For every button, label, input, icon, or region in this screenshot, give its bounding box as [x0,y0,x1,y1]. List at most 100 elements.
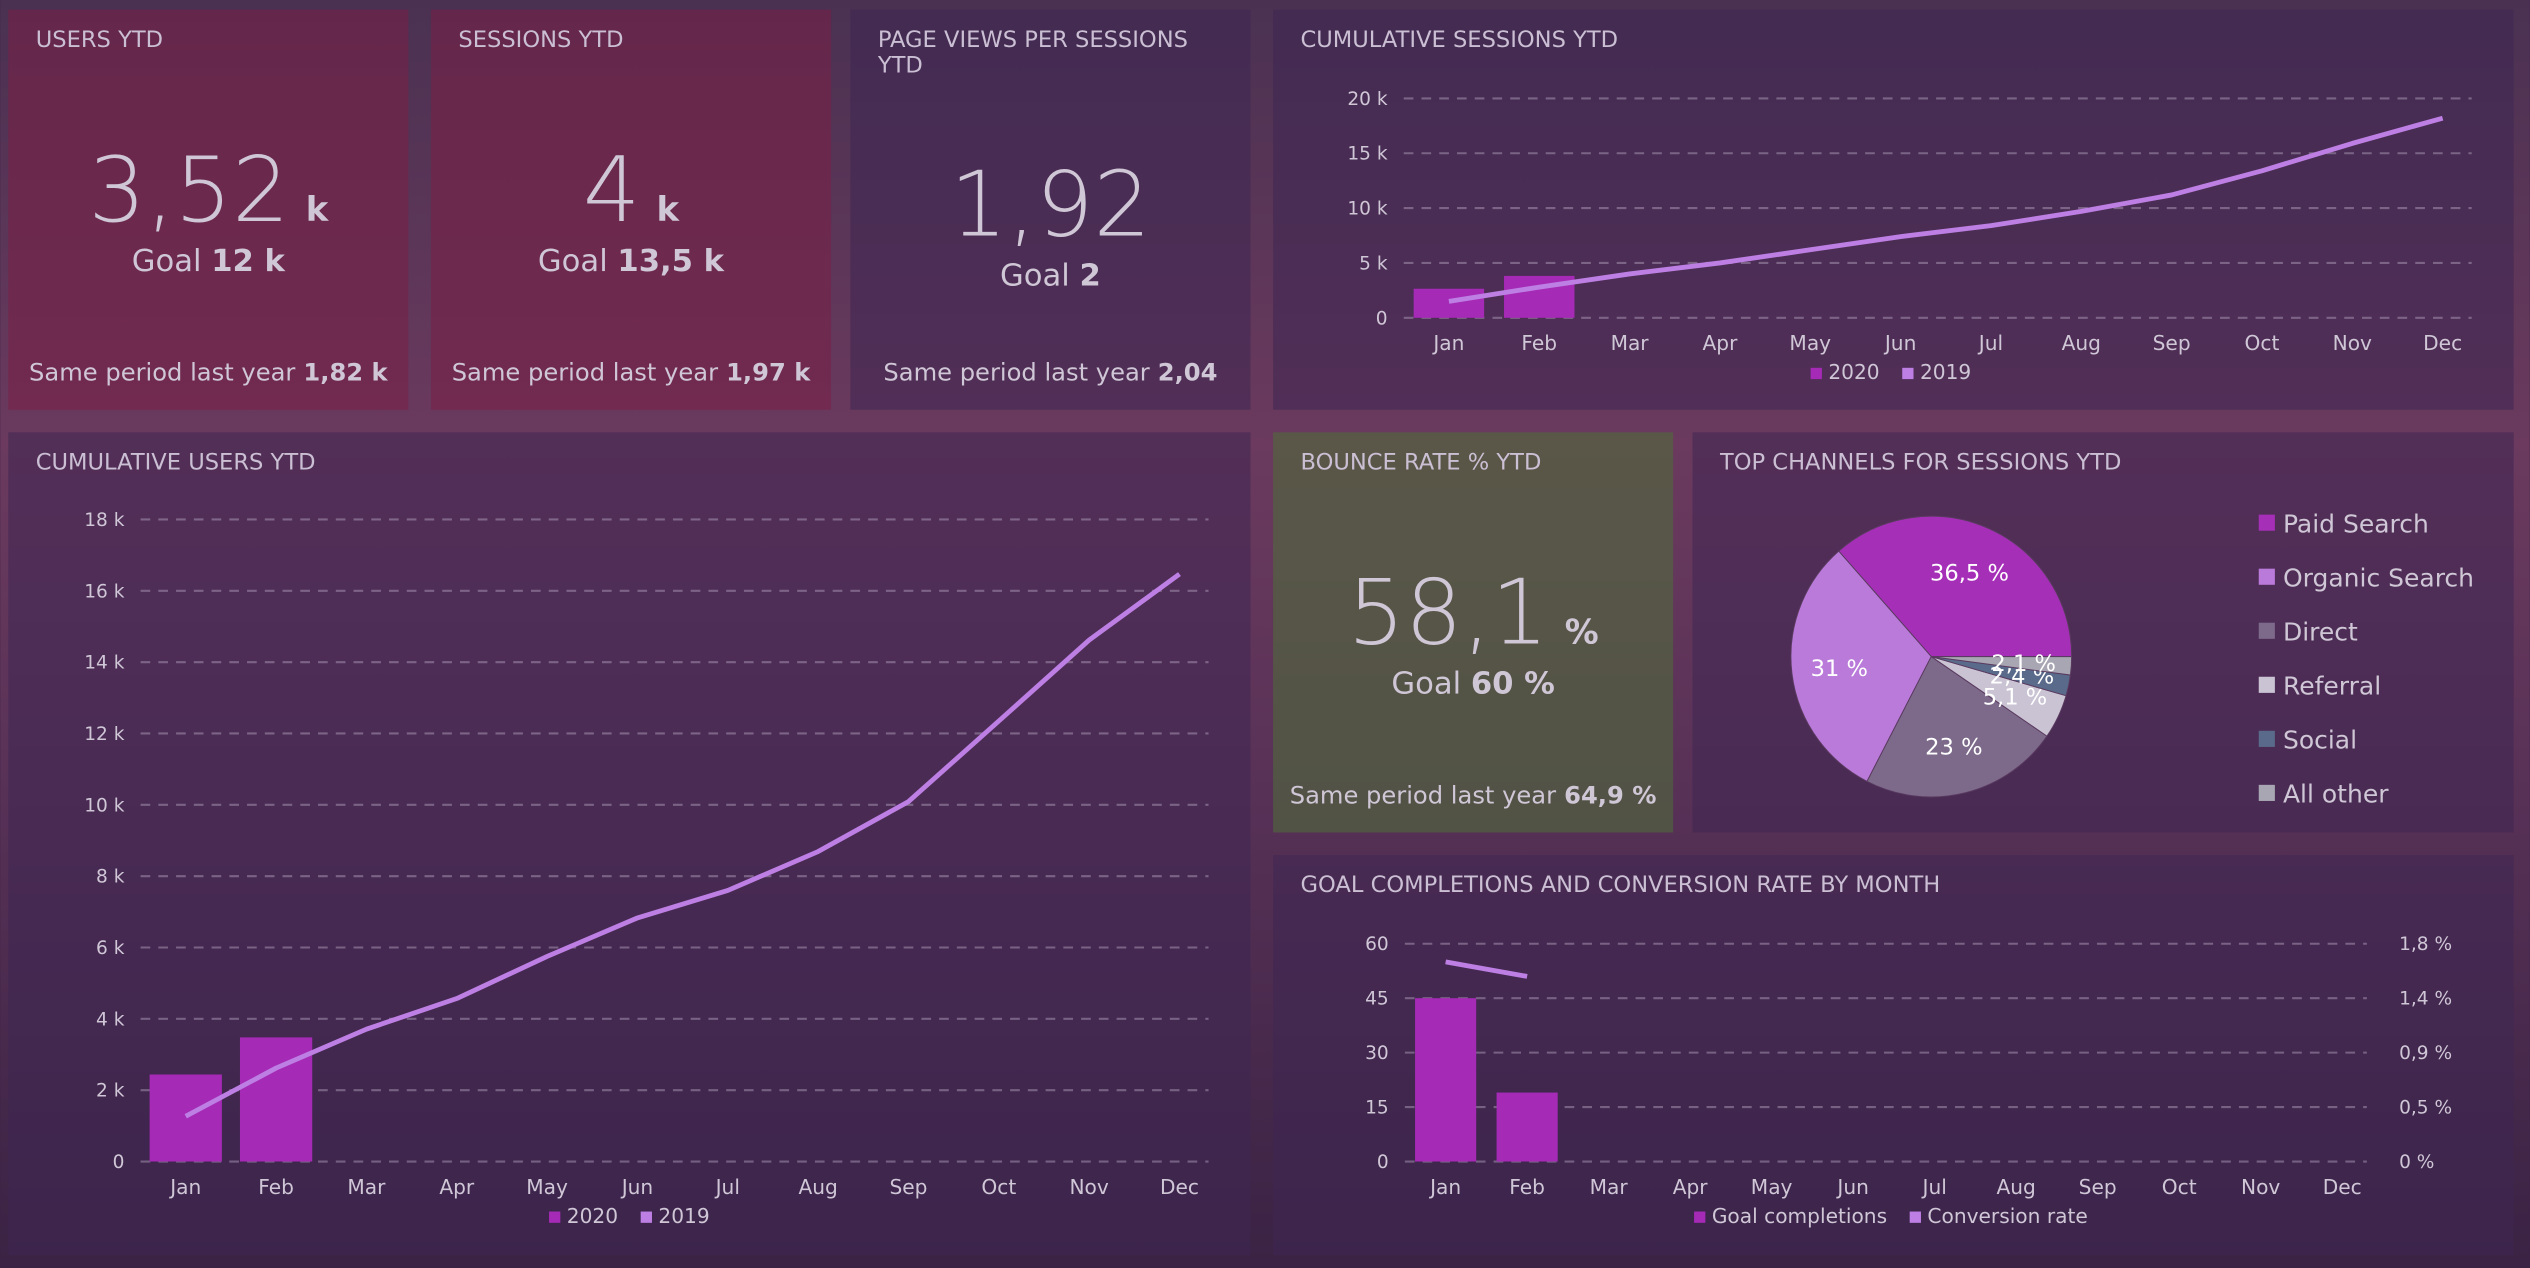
panel-title: CUMULATIVE USERS YTD [35,450,316,476]
y-tick-label: 18 k [84,510,124,531]
y-tick-label: 60 [1365,934,1389,955]
x-tick-label: Dec [1160,1175,1199,1199]
kpi-last-year: Same period last year 64,9 % [1290,781,1657,809]
kpi-value: 3,52 k [88,138,329,243]
goal-value: 60 % [1471,667,1555,702]
kpi-goal: Goal 60 % [1391,667,1554,702]
panel-title-box: PAGE VIEWS PER SESSIONS YTD [877,27,1188,80]
legend-item: 2019 [640,1204,710,1228]
panel-title: TOP CHANNELS FOR SESSIONS YTD [1719,450,2122,476]
goal-value: 13,5 k [617,244,724,279]
kpi-value: 58,1% [1348,561,1599,666]
legend-label: 2019 [658,1204,709,1228]
y-tick-label: 20 k [1347,89,1387,110]
last-year-value: 1,97 k [726,359,811,387]
kpi-number: 1,92 [950,153,1151,258]
panel-title: PAGE VIEWS PER SESSIONS YTD [877,27,1188,80]
panel-title-box: CUMULATIVE SESSIONS YTD [1300,27,1619,54]
kpi-unit: k [657,190,681,229]
panel-title: SESSIONS YTD [458,27,624,54]
line [184,572,1181,1119]
legend-label: Goal completions [1712,1204,1887,1228]
slice-label: 5,1 % [1983,684,2048,710]
legend-swatch [2258,676,2275,693]
goal-label: Goal [1391,667,1461,702]
panel-title: BOUNCE RATE % YTD [1300,450,1542,476]
last-year-value: 2,04 [1158,359,1218,387]
y-tick-label: 4 k [96,1009,125,1030]
bar [1415,998,1477,1162]
x-tick-label: Jul [1977,331,2003,355]
slice-label: 2,1 % [1991,651,2056,677]
x-tick-label: Jul [714,1175,740,1199]
x-tick-label: May [526,1175,568,1199]
panel [430,9,832,410]
pie-slice [1838,515,2073,658]
last-year-label: Same period last year [29,359,295,387]
x-tick-label: Aug [798,1175,837,1199]
panel-title: GOAL COMPLETIONS AND CONVERSION RATE BY … [1300,872,1941,899]
legend-label: Direct [2283,617,2358,646]
legend-swatch [1694,1211,1706,1223]
x-tick-label: Jun [620,1175,654,1199]
x-tick-label: Sep [889,1175,927,1199]
legend-swatch [2258,622,2275,639]
y-tick-label: 14 k [84,653,124,674]
last-year-value: 64,9 % [1564,781,1656,809]
y-tick-label: 16 k [84,581,124,602]
y-tick-label: 2 k [96,1081,125,1102]
goal-label: Goal [538,244,608,279]
x-tick-label: Nov [1069,1175,1108,1199]
x-tick-label: Oct [981,1175,1016,1199]
legend-swatch [640,1211,652,1223]
x-tick-label: Sep [2079,1175,2117,1199]
y2-tick-label: 1,8 % [2399,934,2452,955]
x-tick-label: Feb [258,1175,294,1199]
x-tick-label: May [1789,331,1831,355]
x-tick-label: Mar [347,1175,386,1199]
y-tick-label: 8 k [96,867,125,888]
legend-label: Social [2283,726,2357,755]
y-tick-label: 30 [1365,1043,1389,1064]
panel [1273,855,2514,1256]
y-tick-label: 15 [1365,1098,1389,1119]
x-tick-label: Mar [1611,331,1650,355]
last-year-value: 1,82 k [303,359,388,387]
legend-swatch [1810,367,1822,380]
kpi-last-year: Same period last year 1,97 k [452,359,811,387]
x-tick-label: Jun [1835,1175,1868,1199]
x-tick-label: Feb [1509,1175,1545,1199]
y-tick-label: 12 k [84,724,124,745]
legend-label: 2019 [1920,360,1971,384]
goal-label: Goal [1000,259,1070,294]
kpi-goal: Goal 13,5 k [538,244,725,279]
panel [8,9,409,410]
panel-title: CUMULATIVE SESSIONS YTD [1300,27,1619,54]
goal-label: Goal [132,244,202,279]
kpi-number: 4 [583,138,640,243]
x-tick-label: Jun [1883,331,1917,355]
kpi-value: 1,92 [950,153,1151,258]
legend-swatch [1902,367,1914,380]
bar [149,1074,222,1162]
x-tick-label: Jan [1431,331,1464,355]
legend-item: 2019 [1902,360,1971,384]
y-tick-label: 10 k [1347,199,1387,220]
y-tick-label: 45 [1365,989,1389,1010]
x-tick-label: Jul [1921,1175,1947,1199]
slice-label: 23 % [1925,734,1982,760]
x-tick-label: May [1751,1175,1793,1199]
x-tick-label: Apr [439,1175,475,1199]
y-tick-label: 0 [113,1152,125,1173]
legend-label: 2020 [1828,360,1879,384]
pie-slice [1866,655,2048,798]
x-tick-label: Sep [2153,331,2191,355]
legend-item: 2020 [549,1204,618,1228]
legend-swatch [2258,514,2275,531]
panel-title-box: CUMULATIVE USERS YTD [35,450,316,476]
panel-title: USERS YTD [35,27,164,54]
bar [1413,288,1485,318]
y-tick-label: 5 k [1359,253,1388,274]
panel-title-box: BOUNCE RATE % YTD [1300,450,1542,476]
legend-label: Paid Search [2283,509,2429,538]
